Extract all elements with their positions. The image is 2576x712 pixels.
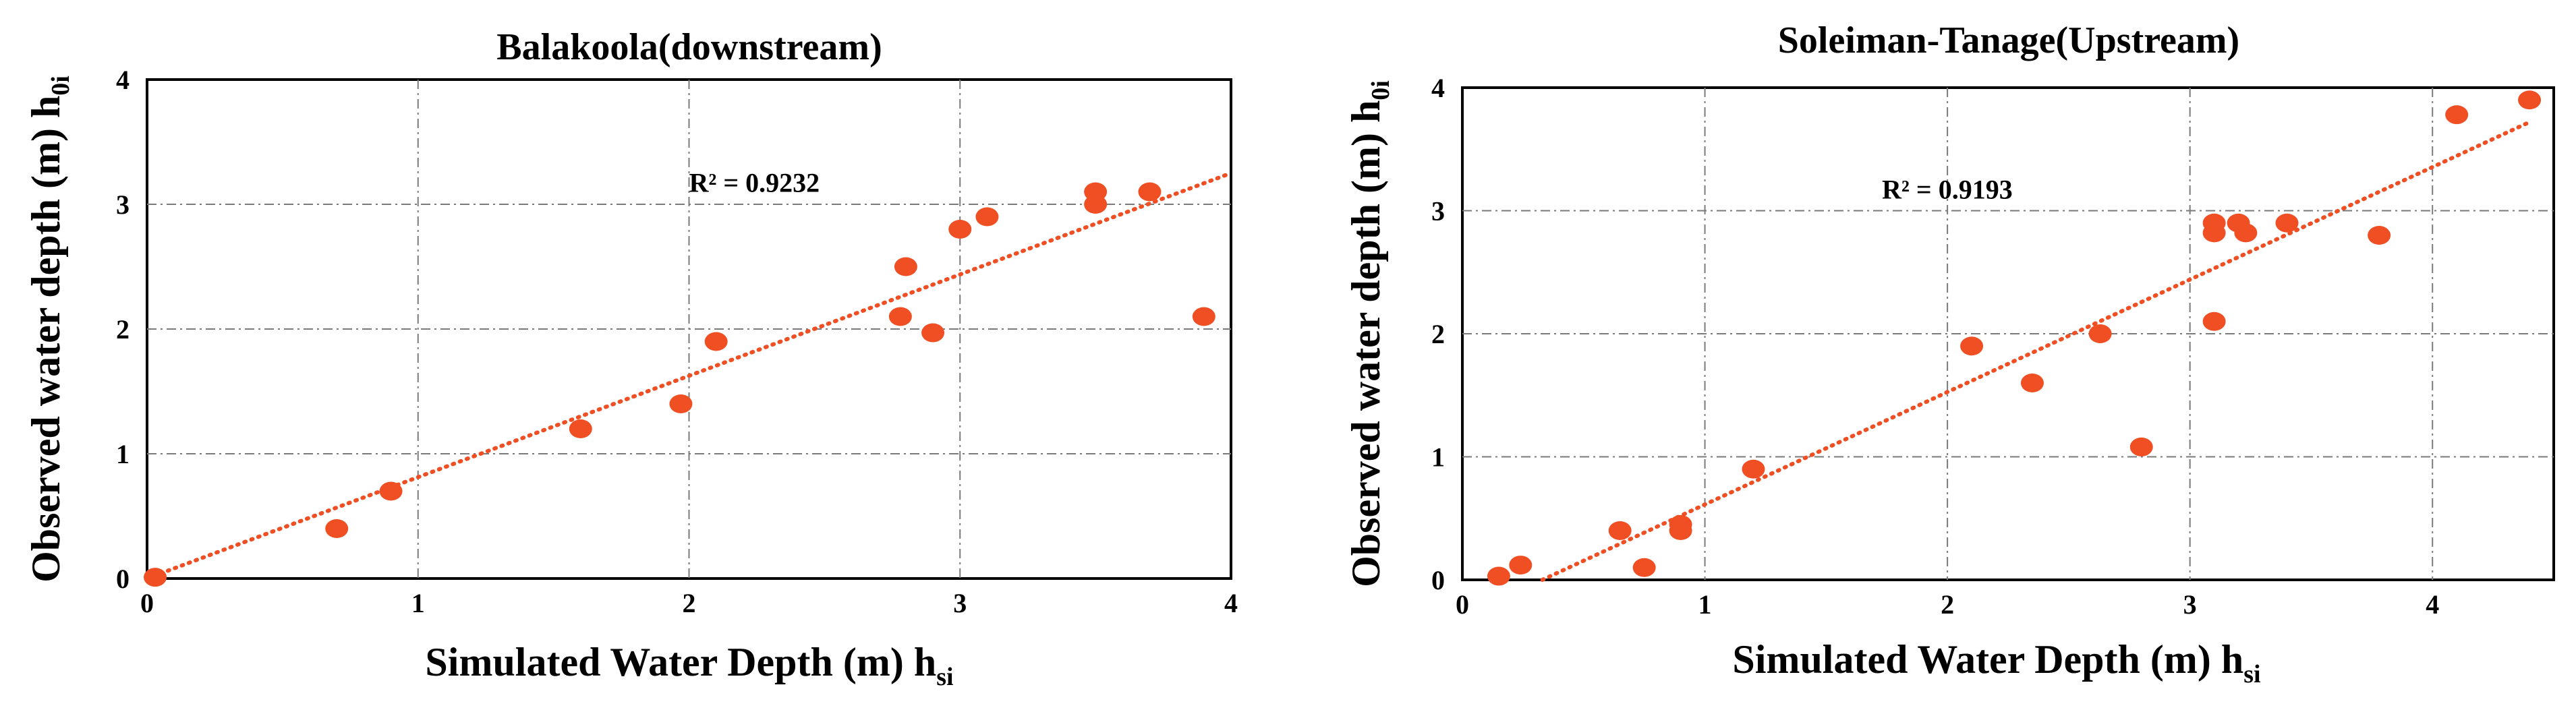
x-axis-label-sub: si bbox=[2243, 660, 2260, 688]
y-tick-label: 2 bbox=[116, 314, 130, 345]
y-ticks: 0 1 2 3 4 bbox=[116, 65, 130, 594]
data-point bbox=[1084, 182, 1108, 202]
trendline bbox=[1540, 120, 2532, 582]
x-tick-label: 4 bbox=[1224, 588, 1238, 618]
data-point bbox=[2020, 374, 2044, 392]
y-tick-label: 4 bbox=[1431, 73, 1445, 103]
y-ticks: 0 1 2 3 4 bbox=[1431, 73, 1445, 595]
y-axis-label-sub: 0i bbox=[47, 76, 75, 96]
y-axis-label: Observed water depth (m) h0i bbox=[24, 76, 75, 583]
x-ticks: 0 1 2 3 4 bbox=[1456, 589, 2439, 620]
data-point bbox=[2445, 105, 2469, 125]
chart-soleiman-tanage: Soleiman-Tanage(Upstream) 0 1 2 3 4 0 1 2 3 4 R²… bbox=[1344, 20, 2555, 688]
grid bbox=[1462, 88, 2554, 580]
data-point bbox=[1192, 307, 1215, 326]
y-tick-label: 1 bbox=[116, 439, 130, 469]
x-tick-label: 0 bbox=[1456, 589, 1469, 620]
chart-balakoola: Balakoola(downstream) 0 1 2 3 4 0 1 2 3 4 R² = 0… bbox=[24, 26, 1238, 691]
x-tick-label: 0 bbox=[140, 588, 154, 618]
data-point bbox=[894, 257, 917, 276]
x-axis-label-main: Simulated Water Depth (m) h bbox=[1732, 637, 2243, 682]
trendline-group bbox=[1540, 120, 2532, 582]
data-point bbox=[704, 332, 728, 351]
data-point bbox=[1632, 558, 1656, 577]
x-tick-label: 1 bbox=[411, 588, 425, 618]
x-ticks: 0 1 2 3 4 bbox=[140, 588, 1238, 618]
points-group bbox=[1487, 90, 2542, 586]
data-point bbox=[2234, 223, 2258, 243]
data-point bbox=[144, 568, 167, 587]
chart-title: Balakoola(downstream) bbox=[496, 26, 882, 68]
data-point bbox=[948, 220, 972, 239]
y-axis-label: Observed water depth (m) h0i bbox=[1344, 80, 1395, 587]
data-point bbox=[1742, 459, 1765, 479]
y-tick-label: 2 bbox=[1431, 319, 1445, 349]
x-tick-label: 2 bbox=[683, 588, 696, 618]
trendline-group bbox=[145, 171, 1233, 581]
data-point bbox=[888, 307, 912, 326]
data-point bbox=[2368, 226, 2391, 245]
data-point bbox=[2202, 312, 2226, 331]
data-point bbox=[569, 419, 592, 438]
data-point bbox=[975, 207, 999, 227]
data-point bbox=[1960, 336, 1984, 356]
x-axis-label-sub: si bbox=[936, 663, 953, 691]
y-tick-label: 0 bbox=[1431, 565, 1445, 595]
y-tick-label: 1 bbox=[1431, 442, 1445, 473]
chart-title: Soleiman-Tanage(Upstream) bbox=[1778, 20, 2239, 61]
y-tick-label: 4 bbox=[116, 65, 130, 95]
x-tick-label: 3 bbox=[953, 588, 967, 618]
points-group bbox=[144, 182, 1215, 587]
data-point bbox=[1608, 521, 1632, 540]
data-point bbox=[1669, 521, 1692, 540]
data-point bbox=[2129, 437, 2153, 456]
data-point bbox=[1509, 556, 1533, 575]
data-point bbox=[1487, 566, 1510, 586]
x-tick-label: 1 bbox=[1698, 589, 1712, 620]
data-point bbox=[2088, 324, 2112, 343]
data-point bbox=[669, 394, 693, 413]
y-axis-label-sub: 0i bbox=[1367, 80, 1395, 100]
x-tick-label: 3 bbox=[2183, 589, 2197, 620]
data-point bbox=[2518, 90, 2542, 110]
x-axis-label: Simulated Water Depth (m) hsi bbox=[425, 640, 953, 691]
x-axis-label-main: Simulated Water Depth (m) h bbox=[425, 640, 936, 684]
r-squared-label: R² = 0.9193 bbox=[1882, 174, 2013, 204]
data-point bbox=[1138, 182, 1162, 202]
y-tick-label: 0 bbox=[116, 564, 130, 594]
y-axis-label-main: Observed water depth (m) h bbox=[1344, 100, 1388, 587]
x-tick-label: 4 bbox=[2426, 589, 2439, 620]
grid bbox=[147, 80, 1231, 578]
x-axis-label: Simulated Water Depth (m) hsi bbox=[1732, 637, 2260, 688]
r-squared-label: R² = 0.9232 bbox=[689, 168, 820, 198]
y-axis-label-main: Observed water depth (m) h bbox=[24, 96, 68, 583]
data-point bbox=[325, 519, 349, 538]
x-tick-label: 2 bbox=[1941, 589, 1954, 620]
data-point bbox=[2275, 213, 2299, 233]
data-point bbox=[379, 481, 403, 501]
data-point bbox=[921, 323, 945, 343]
data-point bbox=[2202, 223, 2226, 243]
y-tick-label: 3 bbox=[116, 189, 130, 220]
y-tick-label: 3 bbox=[1431, 196, 1445, 227]
trendline bbox=[145, 171, 1233, 581]
